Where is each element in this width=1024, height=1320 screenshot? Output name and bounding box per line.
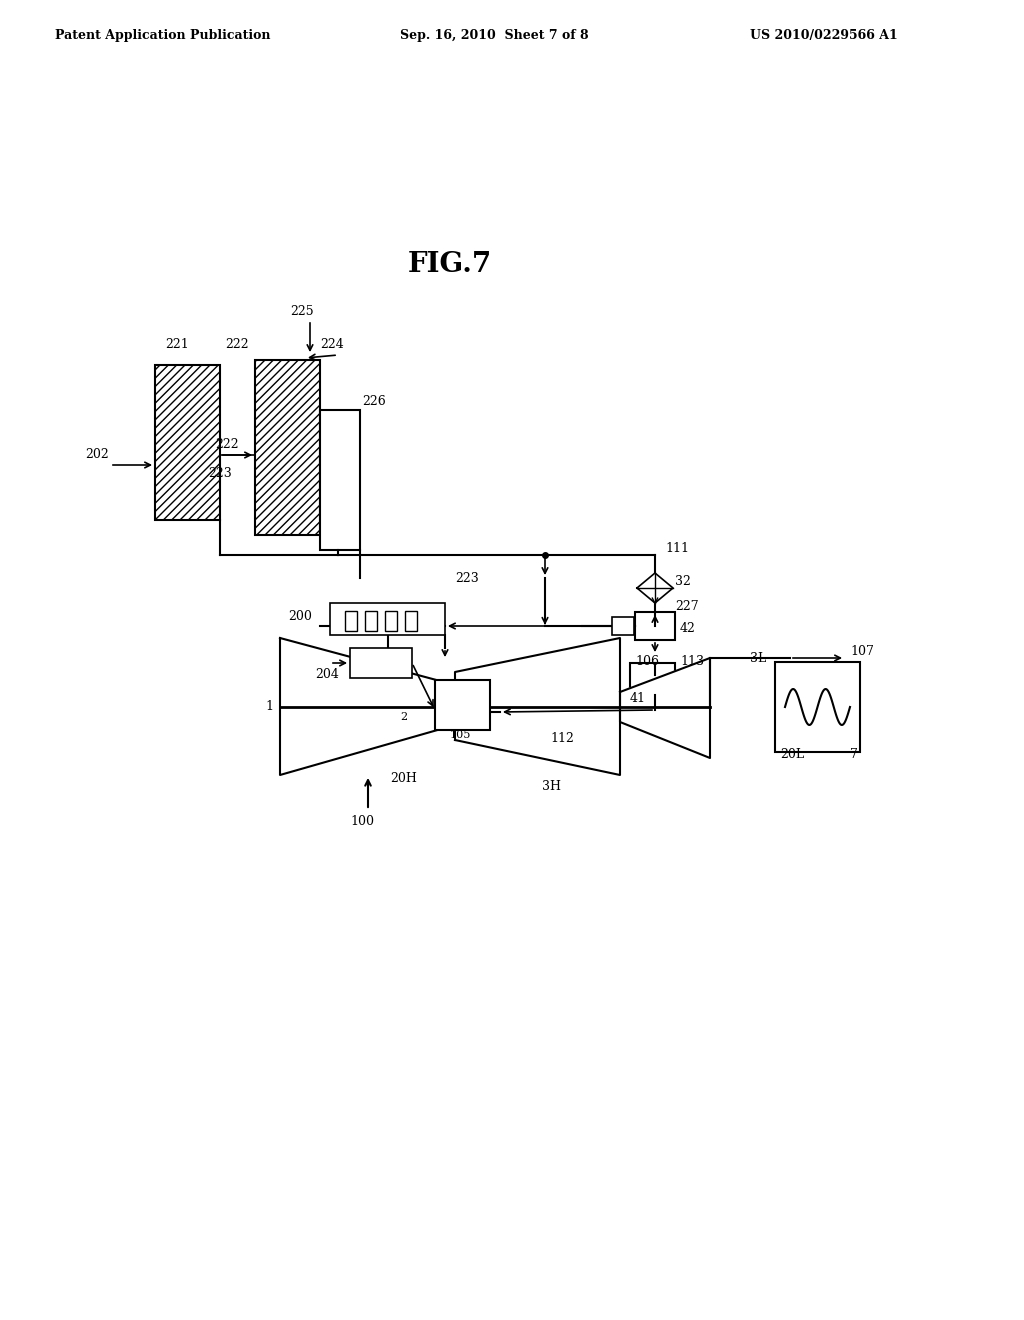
- Text: 204: 204: [315, 668, 339, 681]
- Bar: [155, 366, 220, 520]
- Bar: [385, 611, 397, 631]
- Polygon shape: [620, 657, 710, 758]
- Text: 111: 111: [665, 543, 689, 554]
- Text: 222: 222: [215, 438, 239, 451]
- Text: 200: 200: [288, 610, 312, 623]
- Text: 3L: 3L: [750, 652, 766, 665]
- Text: 1: 1: [265, 700, 273, 713]
- Bar: [775, 663, 860, 752]
- Text: 202: 202: [85, 447, 109, 461]
- Bar: [630, 663, 675, 696]
- Text: 20L: 20L: [780, 748, 804, 762]
- Text: Sep. 16, 2010  Sheet 7 of 8: Sep. 16, 2010 Sheet 7 of 8: [400, 29, 589, 41]
- Bar: [406, 611, 417, 631]
- Bar: [330, 603, 445, 635]
- Text: 7: 7: [850, 748, 858, 762]
- Text: 225: 225: [290, 305, 313, 318]
- Text: 3H: 3H: [542, 780, 561, 793]
- Bar: [345, 611, 357, 631]
- Bar: [612, 616, 634, 635]
- Text: US 2010/0229566 A1: US 2010/0229566 A1: [750, 29, 898, 41]
- Text: 226: 226: [362, 395, 386, 408]
- Bar: [155, 366, 220, 520]
- Text: 113: 113: [680, 655, 705, 668]
- Text: Patent Application Publication: Patent Application Publication: [55, 29, 270, 41]
- Text: 227: 227: [675, 601, 698, 612]
- Text: 223: 223: [208, 467, 231, 480]
- Text: FIG.7: FIG.7: [408, 252, 493, 279]
- Text: 20H: 20H: [390, 772, 417, 785]
- Text: 224: 224: [319, 338, 344, 351]
- Bar: [319, 411, 360, 550]
- Bar: [255, 360, 319, 535]
- Bar: [435, 680, 490, 730]
- Text: 105: 105: [450, 730, 471, 741]
- Text: 223: 223: [455, 572, 479, 585]
- Bar: [255, 360, 319, 535]
- Bar: [635, 612, 675, 640]
- Text: 222: 222: [225, 338, 249, 351]
- Text: 221: 221: [165, 338, 188, 351]
- Text: 112: 112: [550, 733, 573, 744]
- Text: 100: 100: [350, 814, 374, 828]
- Text: 42: 42: [680, 622, 696, 635]
- Polygon shape: [280, 638, 455, 775]
- Text: 106: 106: [635, 655, 659, 668]
- Bar: [365, 611, 377, 631]
- Text: 41: 41: [630, 692, 646, 705]
- Polygon shape: [455, 638, 620, 775]
- Text: 2: 2: [400, 711, 408, 722]
- Text: 32: 32: [675, 576, 691, 587]
- Text: 107: 107: [850, 645, 873, 657]
- Bar: [350, 648, 412, 678]
